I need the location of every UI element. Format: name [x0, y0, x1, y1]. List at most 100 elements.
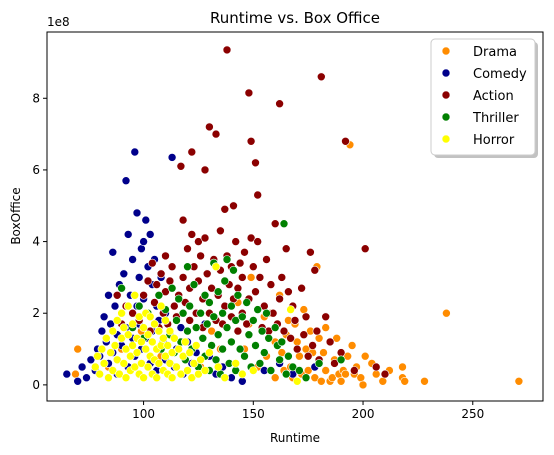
y-axis-offset-text: 1e8 [47, 15, 70, 29]
data-point [97, 344, 107, 354]
data-point [238, 369, 247, 379]
data-point [347, 341, 357, 350]
data-point [266, 366, 276, 375]
data-point [321, 366, 331, 375]
data-point [255, 359, 265, 368]
data-point [119, 269, 129, 279]
data-point [220, 373, 230, 383]
data-point [319, 348, 328, 357]
data-point [222, 45, 232, 55]
data-point [196, 251, 205, 261]
data-point [191, 323, 201, 332]
data-point [123, 330, 133, 340]
data-point [371, 369, 381, 379]
data-point [187, 147, 197, 157]
data-point [227, 337, 236, 347]
data-point [200, 165, 210, 175]
data-point [229, 265, 238, 275]
data-point [117, 308, 126, 318]
data-point [128, 341, 137, 350]
x-tick-label: 100 [132, 407, 155, 421]
data-point [286, 305, 295, 314]
data-point [279, 219, 289, 228]
data-point [306, 248, 315, 257]
data-point [161, 287, 170, 297]
data-point [167, 348, 177, 357]
data-point [152, 280, 161, 289]
data-point [270, 219, 280, 228]
data-point [185, 316, 194, 325]
y-tick-label: 2 [32, 306, 40, 320]
legend-label: Action [473, 89, 514, 104]
x-tick-label: 250 [461, 407, 484, 421]
data-point [121, 373, 131, 383]
data-point [181, 337, 190, 347]
legend-label: Thriller [472, 111, 519, 126]
data-point [262, 255, 271, 264]
data-point [314, 359, 324, 368]
data-point [196, 355, 205, 365]
data-point [112, 355, 122, 365]
legend-label: Comedy [473, 67, 527, 82]
data-point [95, 369, 104, 379]
data-point [104, 373, 113, 383]
data-point [167, 373, 177, 383]
x-tick-label: 150 [242, 407, 265, 421]
data-point [242, 298, 251, 307]
data-point [295, 366, 304, 375]
data-point [400, 376, 410, 386]
legend-marker [441, 90, 451, 100]
data-point [119, 323, 129, 332]
data-point [286, 333, 295, 343]
data-point [62, 369, 72, 379]
data-point [270, 373, 280, 383]
axes: 100 150 200 250 0 2 4 6 8 [32, 31, 544, 421]
data-point [220, 205, 230, 214]
data-point [143, 330, 153, 340]
data-point [115, 369, 124, 379]
data-point [253, 305, 263, 314]
data-point [336, 348, 346, 357]
data-point [161, 316, 170, 325]
data-point [110, 341, 120, 350]
data-point [167, 153, 177, 162]
data-point [178, 215, 188, 225]
data-point [202, 269, 212, 279]
data-point [145, 230, 155, 239]
legend-marker [441, 134, 451, 144]
data-point [121, 344, 131, 354]
data-point [299, 305, 309, 314]
data-point [187, 373, 197, 383]
data-point [222, 255, 232, 264]
data-point [284, 287, 293, 297]
data-point [277, 273, 287, 282]
data-point [154, 290, 164, 300]
data-point [360, 244, 370, 253]
data-point [213, 330, 223, 340]
data-point [119, 359, 129, 368]
plot-frame [46, 31, 544, 402]
data-point [231, 237, 240, 246]
legend-label: Horror [473, 133, 515, 148]
data-point [349, 366, 359, 375]
data-point [292, 376, 302, 386]
data-point [251, 158, 260, 168]
data-point [159, 333, 168, 343]
data-point [128, 319, 137, 329]
data-point [150, 319, 159, 329]
data-point [275, 294, 284, 304]
data-point [316, 376, 326, 386]
data-point [242, 319, 251, 329]
data-point [231, 359, 240, 368]
data-point [211, 129, 221, 139]
data-point [91, 362, 100, 372]
data-point [185, 348, 194, 357]
data-point [249, 316, 258, 325]
data-point [154, 359, 164, 368]
data-point [238, 312, 247, 322]
data-point [398, 362, 407, 372]
data-point [332, 333, 342, 343]
data-point [264, 333, 274, 343]
legend: Drama Comedy Action Thriller Horror [430, 38, 538, 158]
data-point [341, 369, 350, 379]
